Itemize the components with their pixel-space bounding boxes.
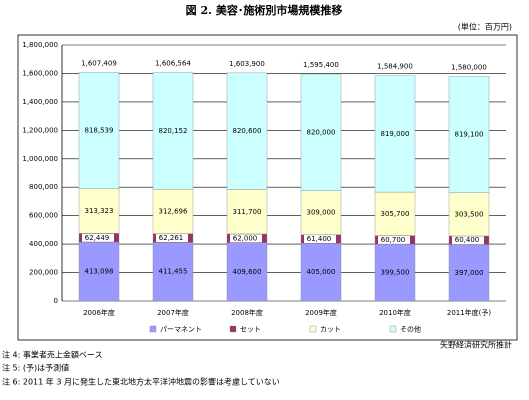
y-tick-label: 600,000 xyxy=(29,212,58,220)
bar-segment xyxy=(448,76,490,193)
x-tick-label: 2010年度 xyxy=(379,308,411,317)
y-tick-label: 1,400,000 xyxy=(22,98,58,106)
bar-segment xyxy=(374,191,416,236)
value-label: 399,500 xyxy=(381,269,410,277)
value-label: 819,000 xyxy=(381,130,410,138)
total-label: 1,603,900 xyxy=(229,60,265,68)
bar-segment xyxy=(78,188,120,234)
value-label: 312,696 xyxy=(159,207,188,215)
source: 矢野経済研究所推計 xyxy=(440,340,512,350)
value-label: 309,000 xyxy=(307,209,336,217)
value-label: 303,500 xyxy=(455,210,484,218)
value-label: 61,400 xyxy=(307,235,332,243)
value-label: 313,323 xyxy=(85,207,114,215)
total-label: 1,584,900 xyxy=(377,63,413,71)
total-label: 1,595,400 xyxy=(303,61,339,69)
bar-segment xyxy=(300,73,342,191)
x-tick-label: 2008年度 xyxy=(231,308,263,317)
value-label: 305,700 xyxy=(381,210,410,218)
legend-swatch xyxy=(309,325,317,333)
y-tick-label: 1,600,000 xyxy=(22,69,58,77)
legend-swatch xyxy=(149,325,157,333)
bar-segment xyxy=(374,243,416,302)
bar-segment xyxy=(226,242,268,302)
legend-label: その他 xyxy=(400,325,421,334)
y-tick-label: 1,200,000 xyxy=(22,126,58,134)
legend-label: セット xyxy=(240,326,261,334)
value-label: 413,098 xyxy=(85,268,114,276)
label-bg xyxy=(156,234,188,243)
label-bg xyxy=(230,234,262,243)
value-label: 397,000 xyxy=(455,269,484,277)
unit-label: (単位：百万円) xyxy=(458,22,512,32)
bar-segment xyxy=(300,243,342,302)
bar-segment xyxy=(448,192,490,237)
bar-segment xyxy=(300,190,342,235)
x-tick-label: 2009年度 xyxy=(305,308,337,317)
value-label: 62,000 xyxy=(233,234,258,242)
bar-segment xyxy=(78,72,120,190)
note: 注 5: (予)は予測値 xyxy=(2,363,69,373)
value-label: 60,400 xyxy=(455,236,480,244)
bar-segment xyxy=(374,75,416,193)
legend-label: カット xyxy=(320,326,341,334)
value-label: 820,600 xyxy=(233,127,262,135)
x-tick-label: 2011年度(予) xyxy=(447,308,492,317)
total-label: 1,607,409 xyxy=(81,59,117,67)
bar-segment xyxy=(448,244,490,302)
value-label: 820,152 xyxy=(159,127,188,135)
note: 注 4: 事業者売上金額ベース xyxy=(2,350,102,360)
label-bg xyxy=(452,236,484,245)
legend-label: パーマネント xyxy=(160,326,202,334)
value-label: 62,449 xyxy=(85,234,110,242)
label-bg xyxy=(82,233,114,242)
chart-frame xyxy=(17,34,518,341)
y-tick-label: 800,000 xyxy=(29,183,58,191)
bar-segment xyxy=(152,188,194,234)
x-tick-label: 2006年度 xyxy=(83,308,115,317)
y-tick-label: 200,000 xyxy=(29,269,58,277)
value-label: 820,000 xyxy=(307,128,336,136)
value-label: 60,700 xyxy=(381,236,406,244)
value-label: 311,700 xyxy=(233,208,262,216)
label-bg xyxy=(304,235,336,244)
value-label: 405,000 xyxy=(307,268,336,276)
legend-swatch xyxy=(229,325,237,333)
x-tick-label: 2007年度 xyxy=(157,308,189,317)
y-tick-label: 1,800,000 xyxy=(22,41,58,49)
note: 注 6: 2011 年 3 月に発生した東北地方太平洋沖地震の影響は考慮していな… xyxy=(2,377,280,387)
bar-segment xyxy=(152,72,194,190)
bar-segment xyxy=(226,189,268,235)
value-label: 409,600 xyxy=(233,268,262,276)
value-label: 411,455 xyxy=(159,268,188,276)
y-tick-label: 400,000 xyxy=(29,240,58,248)
total-label: 1,606,564 xyxy=(155,60,191,68)
value-label: 62,261 xyxy=(159,234,184,242)
legend-swatch xyxy=(389,325,397,333)
bar-segment xyxy=(152,242,194,302)
bar-segment xyxy=(226,72,268,190)
chart-title: 図 2. 美容･施術別市場規模推移 xyxy=(186,3,343,17)
value-label: 818,539 xyxy=(85,127,114,135)
total-label: 1,580,000 xyxy=(451,63,487,71)
y-tick-label: 0 xyxy=(54,297,58,305)
y-tick-label: 1,000,000 xyxy=(22,155,58,163)
bar-segment xyxy=(78,242,120,302)
value-label: 819,100 xyxy=(455,131,484,139)
label-bg xyxy=(378,235,410,244)
